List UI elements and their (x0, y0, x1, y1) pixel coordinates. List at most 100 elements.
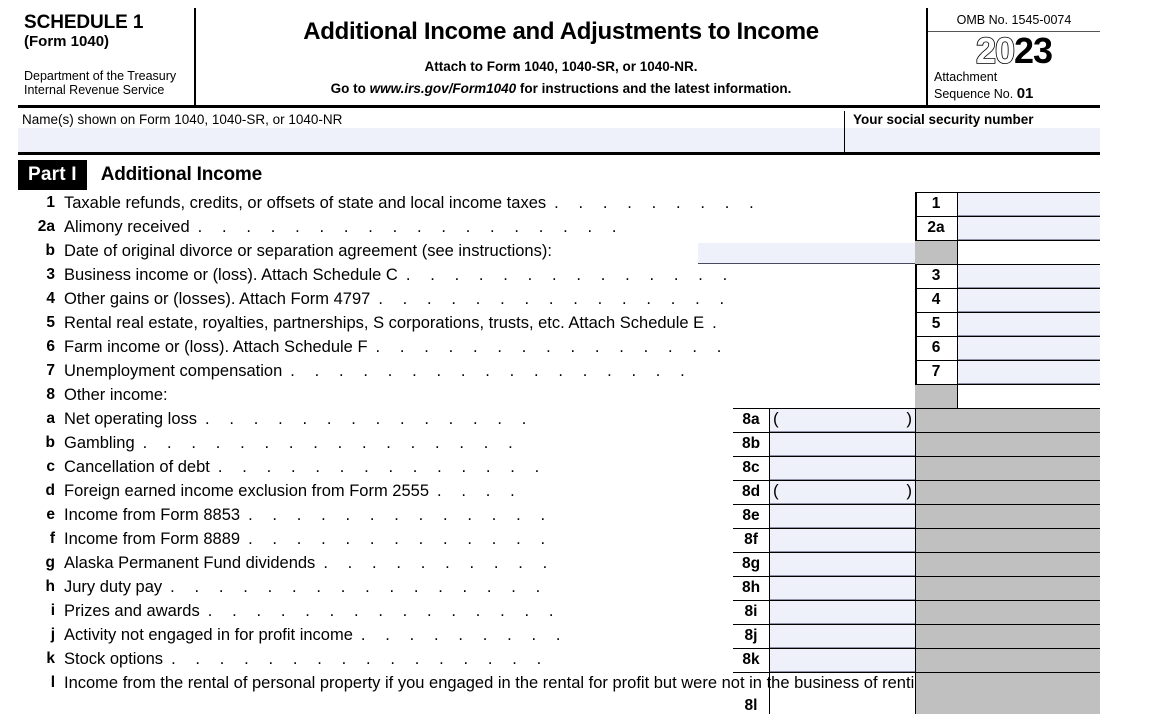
sub-amount-input-8c[interactable] (770, 457, 915, 480)
line-number-8b: b (45, 434, 55, 451)
tax-year-value: 23 (1014, 30, 1053, 71)
divorce-date-input[interactable] (698, 243, 918, 264)
name-label: Name(s) shown on Form 1040, 1040-SR, or … (22, 112, 343, 127)
name-input[interactable] (18, 128, 844, 152)
department-line-2: Internal Revenue Service (24, 83, 165, 98)
line-number-8i: i (50, 602, 55, 619)
tax-year-block: 2023 Attachment Sequence No. 01 (928, 32, 1100, 102)
amount-row-6: 6 (915, 336, 1100, 360)
sub-amount-input-8a[interactable] (770, 409, 915, 432)
sub-amount-row-8h: 8h (733, 576, 1100, 600)
tax-year: 2023 (928, 32, 1100, 70)
line-description-8h: Jury duty pay. . . . . . . . . . . . . .… (64, 578, 548, 596)
sub-amount-input-8k[interactable] (770, 649, 915, 672)
sub-amount-input-8i[interactable] (770, 601, 915, 624)
sub-amount-row-8k: 8k (733, 648, 1100, 672)
sub-line-number-8k: 8k (733, 649, 770, 672)
gray-block (915, 601, 1100, 624)
line-description-8k: Stock options. . . . . . . . . . . . . .… (64, 650, 549, 668)
leader-dots: . . . . . . . . . (554, 194, 762, 212)
amount-input-3[interactable] (958, 265, 1100, 288)
leader-dots: . . . . . . . . . . . . . . . (375, 338, 729, 356)
amount-line-number-4: 4 (915, 289, 958, 312)
amount-input-4[interactable] (958, 289, 1100, 312)
form-title: Additional Income and Adjustments to Inc… (303, 18, 819, 45)
sub-amount-row-8j: 8j (733, 624, 1100, 648)
line-number-2a: 2a (37, 218, 55, 235)
attachment-sequence: Attachment Sequence No. 01 (928, 70, 1100, 102)
form-line-8c: c Cancellation of debt. . . . . . . . . .… (18, 458, 1100, 476)
leader-dots: . . . . . . . . . . . . . (248, 506, 553, 524)
amount-input-5[interactable] (958, 313, 1100, 336)
form-line-8h: h Jury duty pay. . . . . . . . . . . . . … (18, 578, 1100, 596)
sequence-label: Sequence No. (934, 86, 1017, 101)
line-description-8i: Prizes and awards. . . . . . . . . . . .… (64, 602, 562, 620)
gray-block (915, 457, 1100, 480)
part-1-header: Part I Additional Income (18, 160, 1100, 190)
line-description-8g: Alaska Permanent Fund dividends. . . . .… (64, 554, 555, 572)
sub-amount-input-8h[interactable] (770, 577, 915, 600)
line-number-5: 5 (46, 314, 55, 331)
sub-amount-input-8f[interactable] (770, 529, 915, 552)
line-description-8c: Cancellation of debt. . . . . . . . . . … (64, 458, 547, 476)
sub-amount-input-8d[interactable] (770, 481, 915, 504)
line-description-6: Farm income or (loss). Attach Schedule F… (64, 338, 729, 356)
sub-amount-input-8b[interactable] (770, 433, 915, 456)
department-line-1: Department of the Treasury (24, 68, 177, 83)
goto-prefix: Go to (330, 81, 370, 96)
form-line-8i: i Prizes and awards. . . . . . . . . . . … (18, 602, 1100, 620)
ssn-input[interactable] (845, 128, 1100, 152)
header-left-block: SCHEDULE 1 (Form 1040) Department of the… (18, 8, 196, 105)
amount-line-number-5: 5 (915, 313, 958, 336)
form-line-2a: 2a Alimony received. . . . . . . . . . . … (18, 218, 1100, 236)
sub-amount-row-8c: 8c (733, 456, 1100, 480)
amount-row-7: 7 (915, 360, 1100, 384)
leader-dots: . . . . . . . . . . . . . . (205, 410, 534, 428)
form-line-8f: f Income from Form 8889. . . . . . . . . … (18, 530, 1100, 548)
goto-instruction: Go to www.irs.gov/Form1040 for instructi… (204, 81, 918, 96)
gray-block (915, 529, 1100, 552)
line-number-8d: d (45, 482, 55, 499)
form-line-8k: k Stock options. . . . . . . . . . . . . … (18, 650, 1100, 668)
amount-input-1[interactable] (958, 193, 1100, 216)
sub-amount-input-8g[interactable] (770, 553, 915, 576)
line-description-4: Other gains or (losses). Attach Form 479… (64, 290, 732, 308)
amount-line-number-1: 1 (915, 193, 958, 216)
sub-amount-input-8l-field[interactable] (770, 696, 915, 714)
line-description-8f: Income from Form 8889. . . . . . . . . .… (64, 530, 553, 548)
form-line-8d: d Foreign earned income exclusion from Fo… (18, 482, 1100, 500)
sub-line-number-8j: 8j (733, 625, 770, 648)
irs-url[interactable]: www.irs.gov/Form1040 (369, 81, 517, 96)
amount-input-b (958, 241, 1100, 264)
sub-line-number-8c: 8c (733, 457, 770, 480)
amount-row-1: 1 (915, 192, 1100, 216)
form-line-8a: a Net operating loss. . . . . . . . . . .… (18, 410, 1100, 428)
sub-amount-row-8e: 8e (733, 504, 1100, 528)
tax-year-century: 20 (975, 30, 1016, 71)
line-description-3: Business income or (loss). Attach Schedu… (64, 266, 735, 284)
form-line-8l: l Income from the rental of personal prop… (18, 674, 1100, 693)
sub-line-number-8h: 8h (733, 577, 770, 600)
attach-instruction: Attach to Form 1040, 1040-SR, or 1040-NR… (424, 59, 698, 74)
form-line-7: 7 Unemployment compensation. . . . . . . … (18, 362, 1100, 380)
amount-row-8 (915, 384, 1100, 408)
sub-amount-row-8g: 8g (733, 552, 1100, 576)
sub-amount-input-8e[interactable] (770, 505, 915, 528)
sub-amount-input-8j[interactable] (770, 625, 915, 648)
ssn-cell: Your social security number (845, 111, 1100, 152)
leader-dots: . . . . . . . . . . (323, 554, 555, 572)
amount-input-2a[interactable] (958, 217, 1100, 240)
amount-row-b (915, 240, 1100, 264)
line-number-1: 1 (46, 194, 55, 211)
leader-dots: . . . . . . . . . . . . . . . . . . (197, 218, 625, 236)
line-description-8a: Net operating loss. . . . . . . . . . . … (64, 410, 534, 428)
sub-line-number-8a: 8a (733, 409, 770, 432)
amount-input-6[interactable] (958, 337, 1100, 360)
leader-dots: . . . . . . . . . . . . . . . . . (290, 362, 693, 380)
amount-input-7[interactable] (958, 361, 1100, 384)
gray-block (915, 649, 1100, 672)
schedule-title: SCHEDULE 1 (24, 12, 144, 33)
leader-dots: . (712, 314, 725, 332)
header-center-block: Additional Income and Adjustments to Inc… (196, 8, 928, 105)
line-description-8l: Income from the rental of personal prope… (64, 674, 1038, 692)
